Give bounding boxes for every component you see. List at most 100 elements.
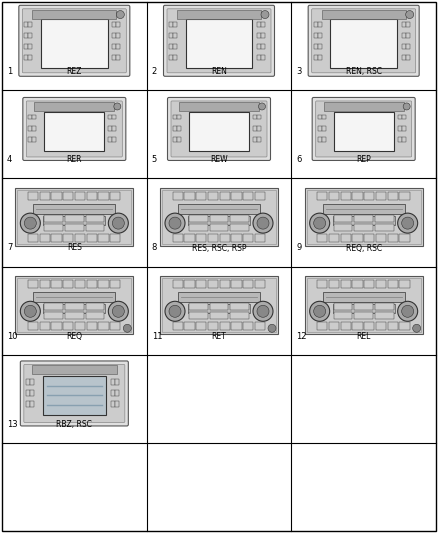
Text: REQ, RSC: REQ, RSC <box>346 244 382 253</box>
FancyBboxPatch shape <box>167 9 271 73</box>
Bar <box>189 215 208 222</box>
Bar <box>388 280 398 288</box>
Bar <box>231 234 241 242</box>
FancyBboxPatch shape <box>22 9 126 73</box>
Bar <box>208 280 218 288</box>
Text: RET: RET <box>212 332 226 341</box>
Bar <box>39 280 50 288</box>
Bar <box>173 22 177 27</box>
Bar <box>324 102 404 111</box>
Bar <box>25 33 28 38</box>
Bar <box>173 234 183 242</box>
Bar <box>169 22 173 27</box>
Bar <box>87 280 97 288</box>
Bar <box>208 322 218 330</box>
Bar <box>173 126 177 131</box>
Text: REW: REW <box>210 155 228 164</box>
Bar <box>255 192 265 200</box>
Circle shape <box>124 324 131 332</box>
Bar <box>117 55 120 60</box>
Circle shape <box>314 217 326 229</box>
Bar <box>219 280 230 288</box>
Bar <box>305 276 423 334</box>
Bar <box>75 322 85 330</box>
Text: 6: 6 <box>297 155 302 164</box>
Bar <box>333 216 395 225</box>
Bar <box>169 44 173 49</box>
Bar <box>26 390 30 396</box>
Bar <box>257 44 261 49</box>
Bar <box>112 126 117 131</box>
Bar <box>99 280 109 288</box>
Bar <box>334 112 394 151</box>
Bar <box>354 312 373 319</box>
Bar <box>406 33 410 38</box>
Bar <box>25 44 28 49</box>
Bar <box>406 44 410 49</box>
Bar <box>26 401 30 407</box>
Bar <box>341 322 351 330</box>
Bar <box>28 33 32 38</box>
Circle shape <box>257 305 269 317</box>
Bar <box>177 10 261 19</box>
Bar <box>219 322 230 330</box>
Bar <box>173 33 177 38</box>
Bar <box>63 234 73 242</box>
FancyBboxPatch shape <box>23 98 126 160</box>
Bar <box>210 224 228 231</box>
Bar <box>63 192 73 200</box>
Bar <box>63 280 73 288</box>
Bar <box>28 44 32 49</box>
Bar <box>329 234 339 242</box>
Bar <box>28 192 38 200</box>
Bar <box>253 126 257 131</box>
Bar <box>219 234 230 242</box>
FancyBboxPatch shape <box>26 101 122 157</box>
Bar <box>87 322 97 330</box>
Bar <box>110 234 120 242</box>
Bar <box>354 303 373 310</box>
Text: 12: 12 <box>297 332 307 341</box>
Bar <box>341 234 351 242</box>
Bar <box>65 312 84 319</box>
Bar <box>196 280 206 288</box>
Bar <box>63 322 73 330</box>
Bar <box>51 192 62 200</box>
Bar <box>18 190 131 244</box>
FancyBboxPatch shape <box>312 9 416 73</box>
Bar <box>230 303 249 310</box>
Bar <box>86 303 104 310</box>
Bar <box>173 280 183 288</box>
Bar <box>210 303 228 310</box>
Bar <box>184 192 194 200</box>
Bar <box>243 280 253 288</box>
Bar <box>375 303 394 310</box>
Bar <box>399 280 410 288</box>
Bar <box>376 192 386 200</box>
Bar <box>388 234 398 242</box>
Circle shape <box>406 11 413 19</box>
Bar <box>402 33 406 38</box>
Bar <box>51 280 62 288</box>
Bar <box>253 138 257 142</box>
Circle shape <box>20 301 40 321</box>
Bar <box>196 192 206 200</box>
Bar <box>43 304 105 313</box>
Text: REZ: REZ <box>67 67 82 76</box>
Bar <box>376 322 386 330</box>
Bar <box>321 138 326 142</box>
Bar <box>115 379 119 385</box>
Bar <box>334 224 352 231</box>
Bar <box>314 33 318 38</box>
Bar <box>188 216 250 225</box>
Text: RES: RES <box>67 244 82 253</box>
Text: 11: 11 <box>152 332 162 341</box>
Bar <box>231 322 241 330</box>
Circle shape <box>169 217 181 229</box>
Bar <box>173 115 177 119</box>
Bar <box>329 192 339 200</box>
Circle shape <box>165 301 185 321</box>
Bar <box>330 19 397 68</box>
Bar <box>353 192 363 200</box>
Bar <box>399 192 410 200</box>
